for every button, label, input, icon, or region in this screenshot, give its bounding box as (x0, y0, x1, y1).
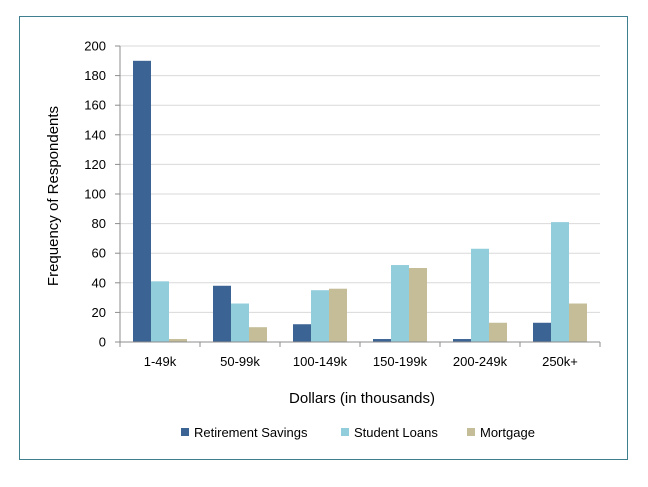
bar-retirement-savings (533, 322, 551, 342)
bar-retirement-savings (133, 60, 151, 343)
y-tick-label: 140 (84, 127, 106, 142)
bars (133, 60, 587, 343)
legend: Retirement Savings Student Loans Mortgage (181, 425, 535, 440)
y-tick-label: 80 (92, 216, 106, 231)
gridlines (120, 45, 600, 313)
legend-label: Retirement Savings (194, 425, 308, 440)
y-tick-label: 100 (84, 187, 106, 202)
y-tick-label: 120 (84, 157, 106, 172)
bar-retirement-savings (213, 285, 231, 342)
bar-mortgage (569, 303, 587, 342)
bar-student-loans (551, 222, 569, 342)
legend-label: Student Loans (354, 425, 438, 440)
bar-retirement-savings (293, 324, 311, 342)
bar-student-loans (151, 281, 169, 342)
x-tick-label: 50-99k (220, 354, 260, 369)
axes: 0 20 40 60 80 100 120 140 160 180 200 1-49k 50-99k 10… (84, 39, 601, 369)
bar-mortgage (489, 322, 507, 342)
bar-mortgage (409, 268, 427, 342)
x-tick-label: 250k+ (542, 354, 578, 369)
legend-swatch (467, 428, 475, 436)
bar-mortgage (169, 339, 187, 342)
bar-student-loans (471, 248, 489, 342)
legend-swatch (181, 428, 189, 436)
bar-student-loans (311, 290, 329, 342)
x-tick-label: 1-49k (144, 354, 177, 369)
y-tick-label: 160 (84, 98, 106, 113)
bar-student-loans (391, 265, 409, 342)
legend-label: Mortgage (480, 425, 535, 440)
y-tick-label: 60 (92, 246, 106, 261)
bar-retirement-savings (373, 339, 391, 342)
y-tick-label: 40 (92, 275, 106, 290)
legend-swatch (341, 428, 349, 436)
bar-student-loans (231, 303, 249, 342)
y-tick-label: 180 (84, 68, 106, 83)
y-tick-label: 0 (99, 335, 106, 350)
y-tick-label: 20 (92, 305, 106, 320)
bar-retirement-savings (453, 339, 471, 342)
bar-mortgage (329, 288, 347, 342)
y-tick-label: 200 (84, 39, 106, 54)
y-axis-title: Frequency of Respondents (45, 106, 62, 286)
x-axis-title: Dollars (in thousands) (289, 390, 435, 407)
bar-mortgage (249, 327, 267, 342)
x-tick-label: 200-249k (453, 354, 508, 369)
x-tick-label: 100-149k (293, 354, 348, 369)
x-tick-label: 150-199k (373, 354, 428, 369)
